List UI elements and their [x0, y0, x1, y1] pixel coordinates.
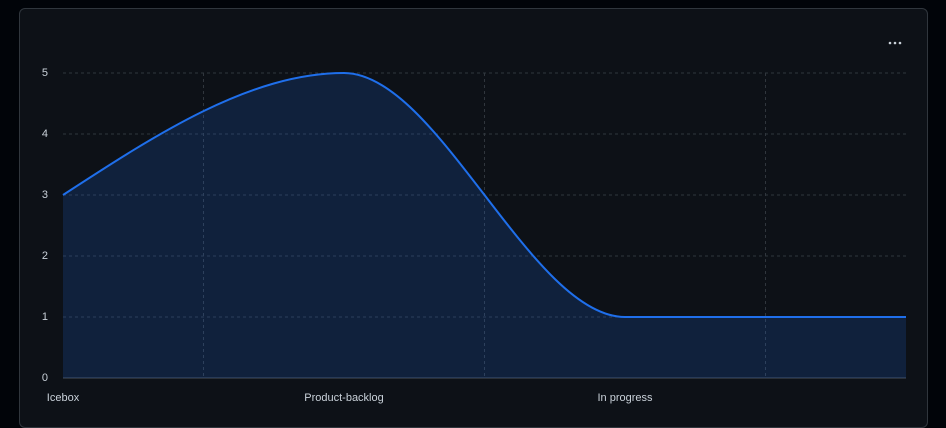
area-fill: [63, 73, 906, 378]
menu-button[interactable]: [888, 41, 902, 45]
chart-card: [19, 8, 928, 428]
y-tick-label: 1: [42, 311, 48, 323]
menu-dot: [893, 41, 897, 45]
y-tick-label: 0: [42, 372, 48, 384]
x-tick-label: In progress: [597, 392, 653, 404]
y-tick-label: 4: [42, 128, 48, 140]
x-tick-label: Product-backlog: [304, 392, 384, 404]
menu-dot: [898, 41, 902, 45]
y-tick-label: 2: [42, 250, 48, 262]
area-line: [62, 71, 906, 319]
y-tick-label: 3: [42, 189, 48, 201]
x-tick-label: Icebox: [47, 392, 80, 404]
y-tick-label: 5: [42, 67, 48, 79]
chart: 0 1 2 3 4 5 Icebox Product-backlog In progress: [42, 41, 906, 404]
menu-dot: [888, 41, 892, 45]
